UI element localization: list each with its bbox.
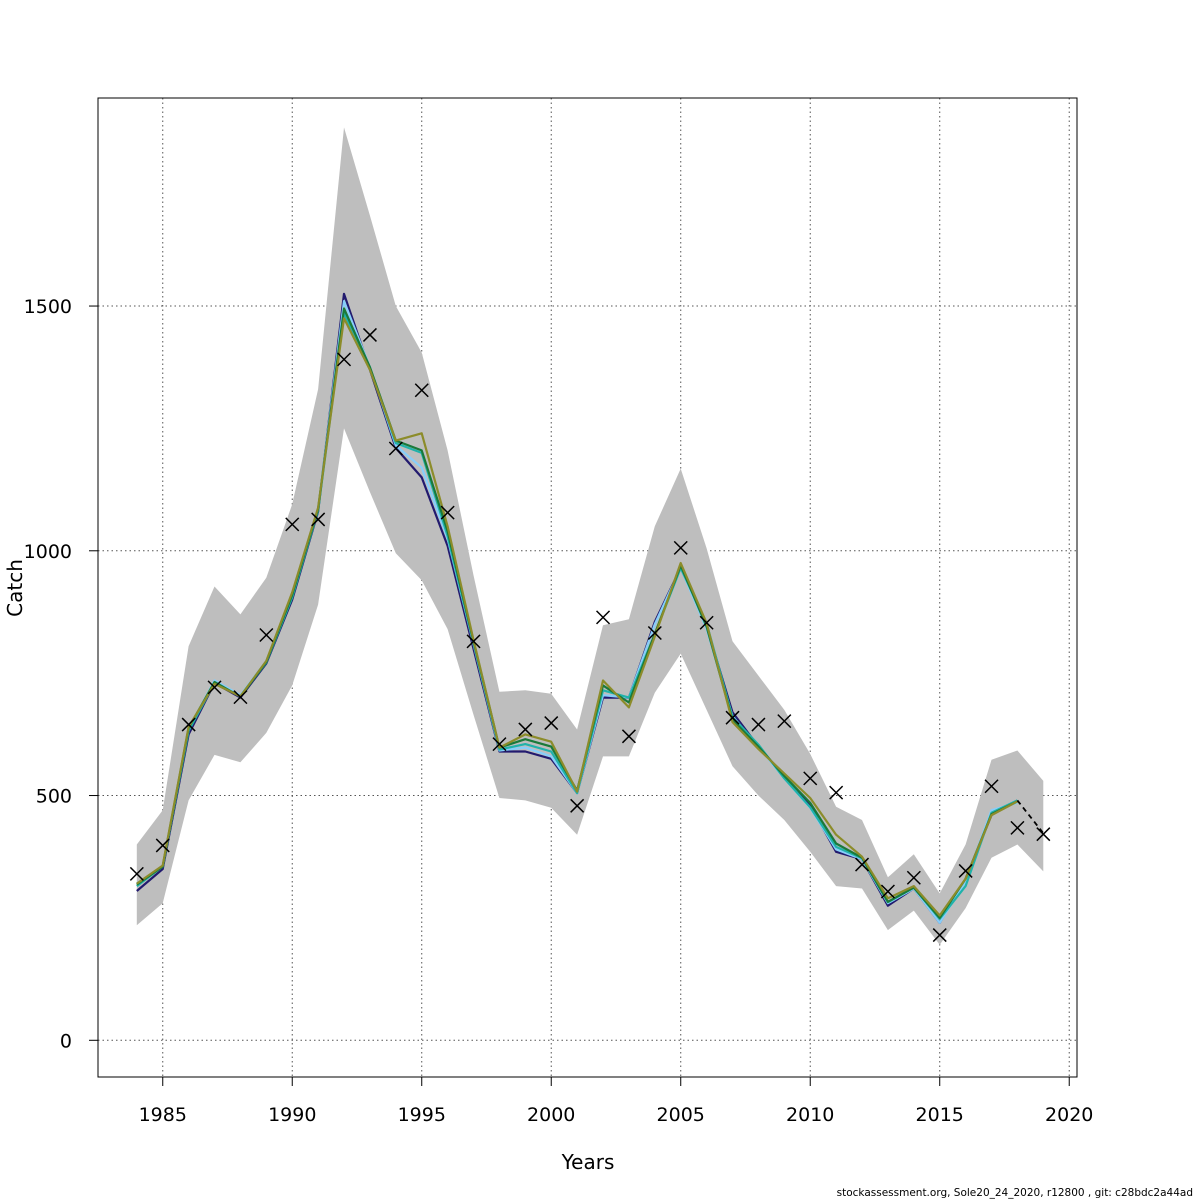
observed-point-1990: [285, 517, 300, 532]
observed-point-1988: [233, 690, 248, 705]
x-tick-label-2000: 2000: [527, 1104, 575, 1126]
observed-point-1986: [181, 717, 196, 732]
observed-point-2013: [880, 884, 895, 899]
observed-point-2005: [673, 540, 688, 555]
series-line-6: [1016, 799, 1045, 834]
observed-point-2004: [647, 625, 662, 641]
observed-point-1994: [388, 441, 403, 456]
observed-point-2001: [570, 798, 585, 813]
observed-point-1999: [518, 722, 533, 737]
observed-point-1996: [440, 505, 455, 520]
footer-note: stockassessment.org, Sole20_24_2020, r12…: [837, 1187, 1193, 1199]
plot-frame: [97, 97, 1078, 1078]
x-axis-title: Years: [561, 1150, 615, 1174]
observed-point-1984: [129, 866, 144, 881]
x-tick-label-2010: 2010: [786, 1104, 834, 1126]
observed-point-2006: [699, 615, 714, 630]
x-tick-label-2005: 2005: [657, 1104, 705, 1126]
observed-point-2019: [1036, 827, 1051, 842]
observed-point-2016: [958, 863, 973, 878]
observed-point-2015: [932, 928, 947, 943]
y-tick-label-0: 0: [60, 1030, 72, 1052]
band-area: [136, 127, 1044, 945]
series-line-5: [136, 317, 1018, 917]
x-tick-label-1985: 1985: [139, 1104, 187, 1126]
x-tick-label-2020: 2020: [1045, 1104, 1093, 1126]
observed-point-1993: [362, 327, 377, 342]
y-tick-label-1000: 1000: [24, 541, 72, 563]
observed-point-1991: [311, 512, 326, 527]
observed-point-2017: [984, 779, 999, 794]
observed-point-1987: [207, 680, 222, 695]
observed-point-1989: [259, 627, 274, 643]
axes: 1985 1990 1995 2000 2005 2010 2015 2020 0 500 1000…: [24, 296, 1094, 1126]
observed-point-2012: [855, 857, 870, 872]
series-lines: [136, 292, 1045, 924]
observed-point-1995: [414, 383, 429, 398]
observed-point-2010: [803, 771, 818, 786]
observed-point-2000: [544, 716, 559, 731]
x-tick-label-2015: 2015: [916, 1104, 964, 1126]
observed-point-1992: [337, 352, 352, 367]
observed-point-2014: [906, 870, 921, 885]
observed-point-2007: [725, 710, 740, 725]
observed-markers: [129, 327, 1051, 943]
observed-point-2018: [1010, 820, 1025, 835]
confidence-band: [136, 127, 1044, 945]
y-tick-label-1500: 1500: [24, 296, 72, 318]
observed-point-2011: [829, 785, 844, 800]
observed-point-1998: [492, 737, 507, 752]
observed-point-2003: [621, 729, 636, 744]
x-tick-label-1990: 1990: [268, 1104, 316, 1126]
y-axis-title: Catch: [3, 559, 27, 617]
observed-point-1997: [466, 634, 481, 649]
y-tick-label-500: 500: [36, 786, 72, 808]
observed-point-1985: [155, 838, 170, 853]
observed-point-2002: [596, 610, 611, 625]
x-tick-label-1995: 1995: [398, 1104, 446, 1126]
observed-point-2008: [751, 717, 766, 732]
observed-point-2009: [777, 714, 792, 729]
